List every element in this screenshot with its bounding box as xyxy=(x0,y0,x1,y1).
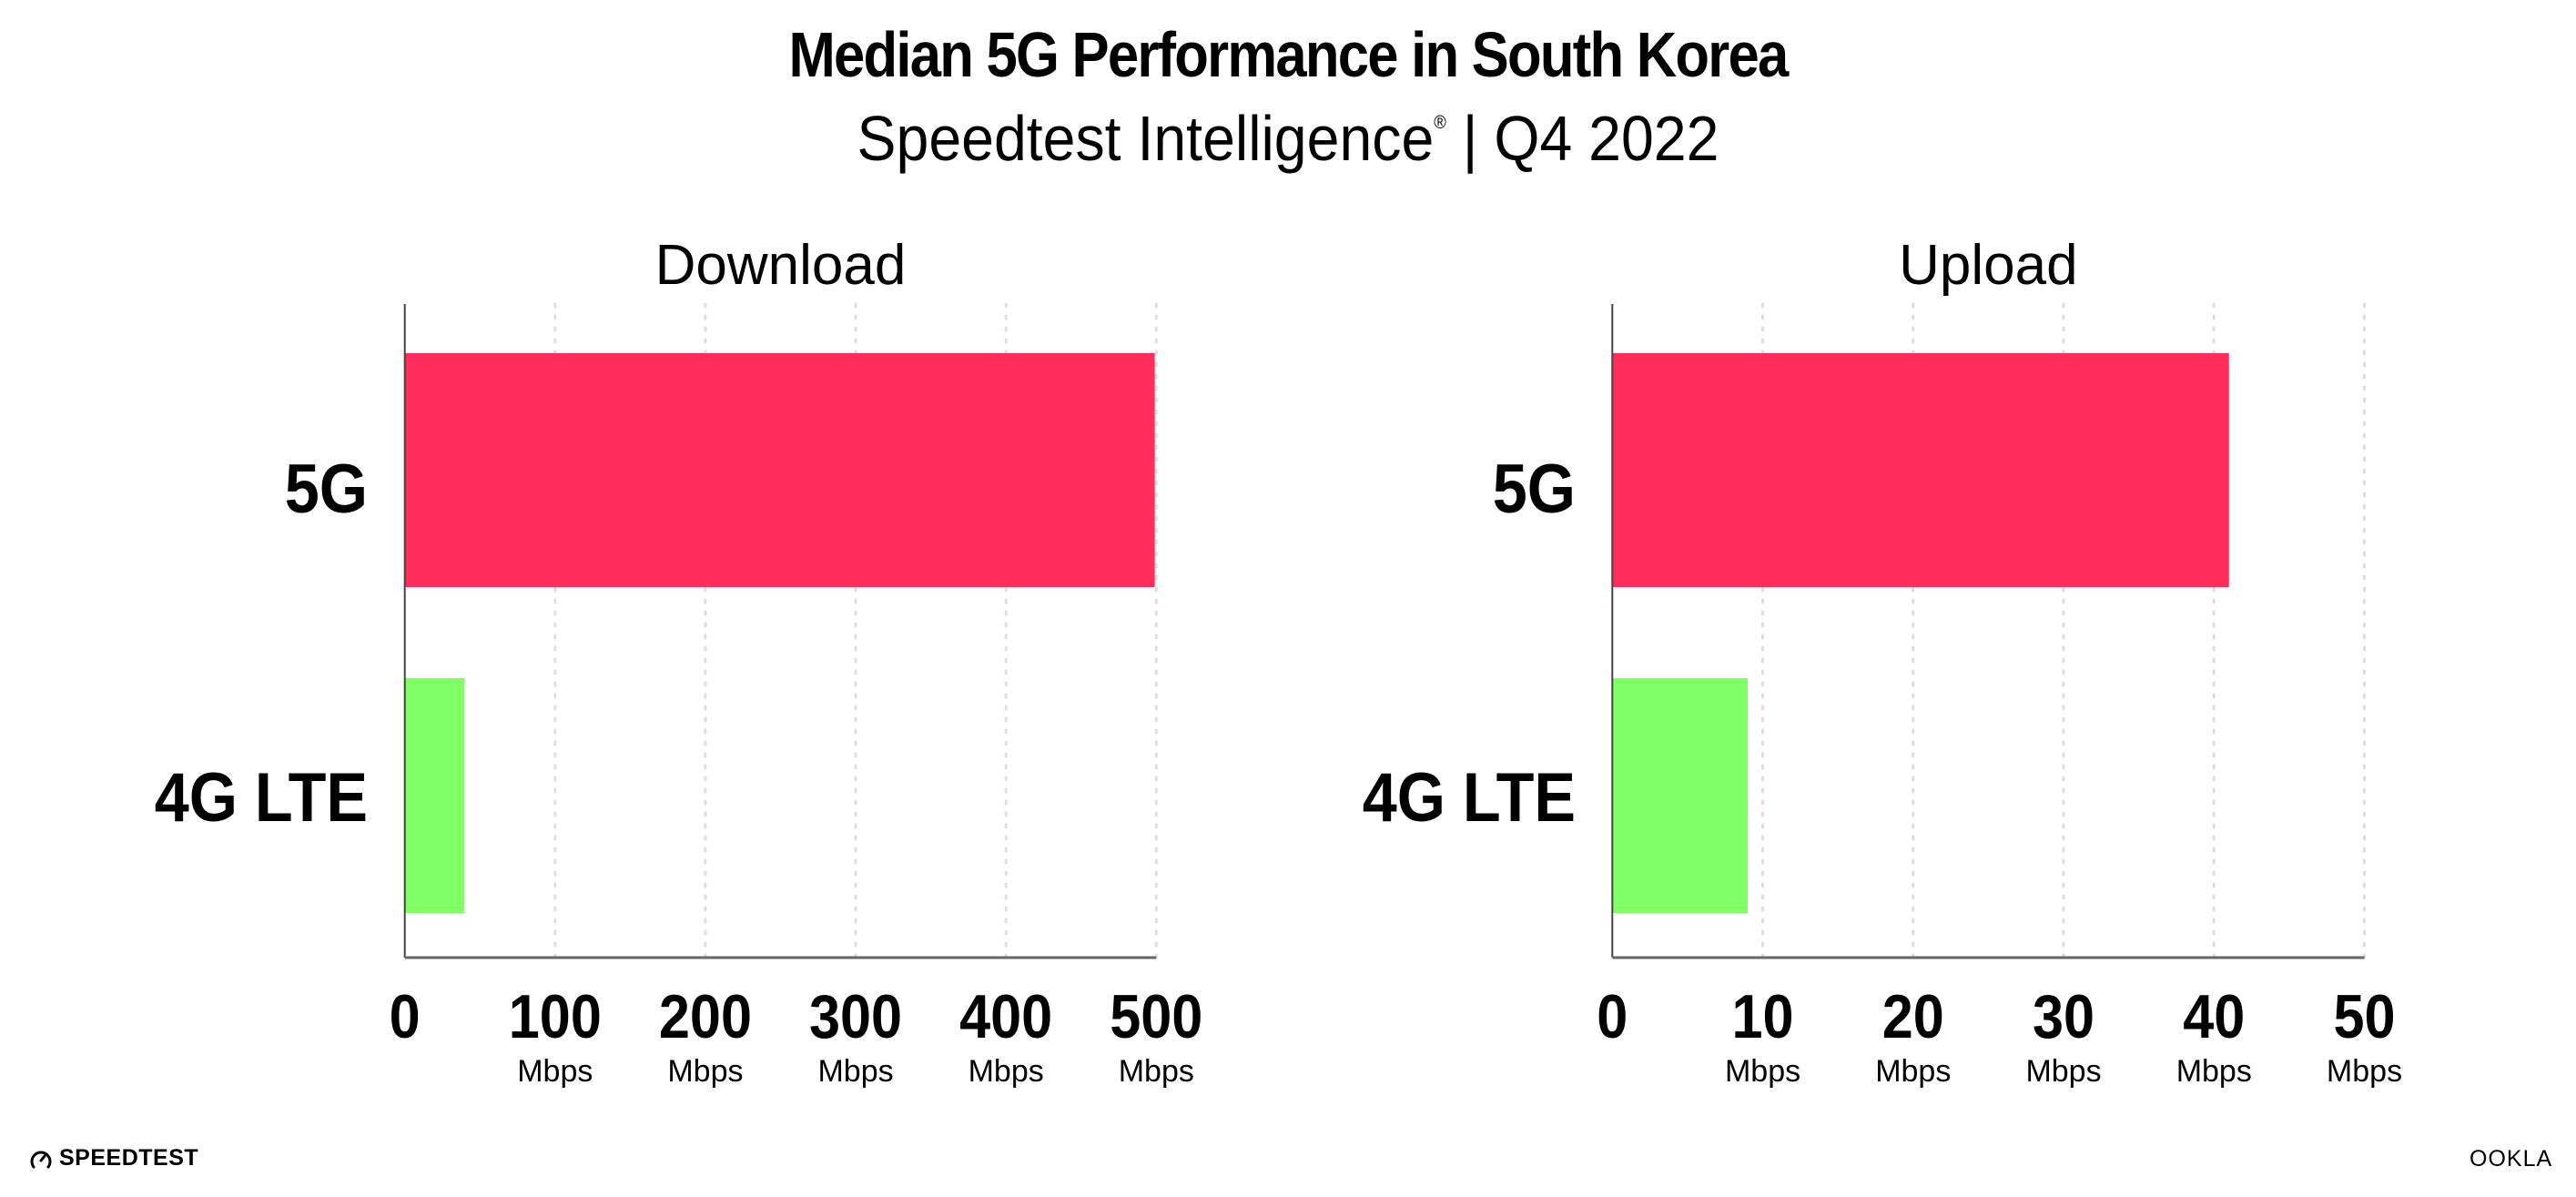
bar-4g-lte xyxy=(404,678,465,913)
category-label: 4G LTE xyxy=(1363,760,1576,837)
tick-unit: Mbps xyxy=(1875,1054,1951,1089)
tick-label: 40 xyxy=(2183,981,2245,1051)
tick-unit: Mbps xyxy=(2327,1054,2402,1089)
category-label: 5G xyxy=(285,451,368,528)
ookla-logo: OOKLA xyxy=(2470,1146,2553,1172)
tick-unit: Mbps xyxy=(2176,1054,2252,1089)
chart-subtitle: Speedtest Intelligence® | Q4 2022 xyxy=(103,102,2473,175)
speedtest-logo-text: SPEEDTEST xyxy=(59,1145,199,1171)
tick-label: 100 xyxy=(509,981,602,1051)
speedtest-logo: SPEEDTEST xyxy=(30,1145,198,1172)
tick-label: 0 xyxy=(390,981,421,1051)
tick-unit: Mbps xyxy=(1119,1054,1194,1089)
bar-5g xyxy=(404,353,1155,587)
tick-unit: Mbps xyxy=(2025,1054,2101,1089)
tick-label: 500 xyxy=(1110,981,1202,1051)
tick-label: 50 xyxy=(2333,981,2395,1051)
tick-label: 200 xyxy=(659,981,752,1051)
panel-title: Upload xyxy=(1899,234,2077,297)
tick-unit: Mbps xyxy=(1725,1054,1800,1089)
panel-title: Download xyxy=(655,234,907,297)
tick-label: 20 xyxy=(1882,981,1944,1051)
tick-unit: Mbps xyxy=(517,1054,593,1089)
tick-label: 0 xyxy=(1597,981,1628,1051)
tick-unit: Mbps xyxy=(817,1054,893,1089)
subtitle-period: | Q4 2022 xyxy=(1445,103,1719,174)
tick-label: 10 xyxy=(1732,981,1794,1051)
chart-title: Median 5G Performance in South Korea xyxy=(788,19,1789,90)
subtitle-main: Speedtest Intelligence xyxy=(857,103,1435,174)
tick-label: 400 xyxy=(959,981,1052,1051)
tick-unit: Mbps xyxy=(667,1054,743,1089)
bar-4g-lte xyxy=(1612,678,1749,913)
tick-label: 300 xyxy=(809,981,902,1051)
category-label: 5G xyxy=(1493,451,1576,528)
registered-mark: ® xyxy=(1434,113,1446,133)
category-label: 4G LTE xyxy=(155,760,368,837)
tick-unit: Mbps xyxy=(969,1054,1044,1089)
bar-5g xyxy=(1612,353,2229,587)
speedometer-icon xyxy=(30,1151,52,1168)
tick-label: 30 xyxy=(2033,981,2094,1051)
